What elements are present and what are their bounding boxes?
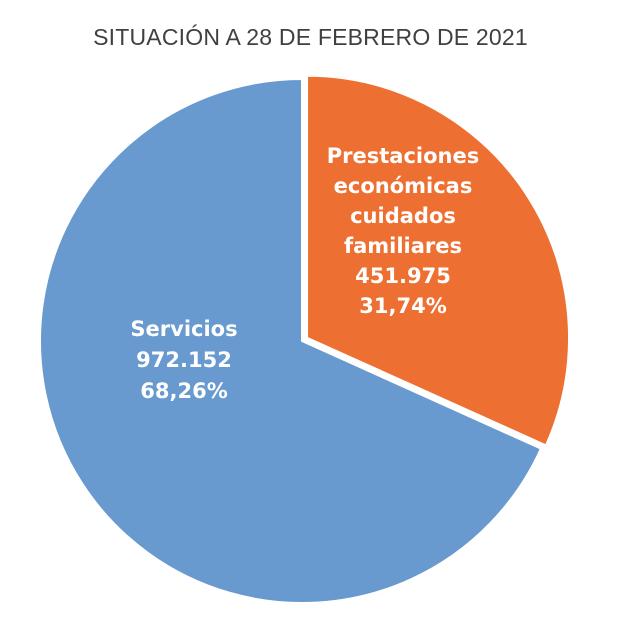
data-label-label-lines-2: cuidados (350, 204, 456, 228)
data-label-label-lines-0: Prestaciones (327, 144, 479, 168)
pie-slice-prestaciones (306, 74, 571, 447)
chart-title: SITUACIÓN A 28 DE FEBRERO DE 2021 (93, 24, 528, 50)
data-label-label-lines-1: económicas (334, 174, 473, 198)
data-label-percent-text: 68,26% (140, 379, 227, 403)
pie-slice-servicios (39, 77, 543, 604)
data-label-value-text: 451.975 (355, 264, 451, 288)
data-label-label-lines-0: Servicios (130, 317, 237, 341)
data-label-label-lines-3: familiares (344, 234, 462, 258)
data-label-value-text: 972.152 (136, 348, 232, 372)
data-label-percent-text: 31,74% (359, 294, 446, 318)
